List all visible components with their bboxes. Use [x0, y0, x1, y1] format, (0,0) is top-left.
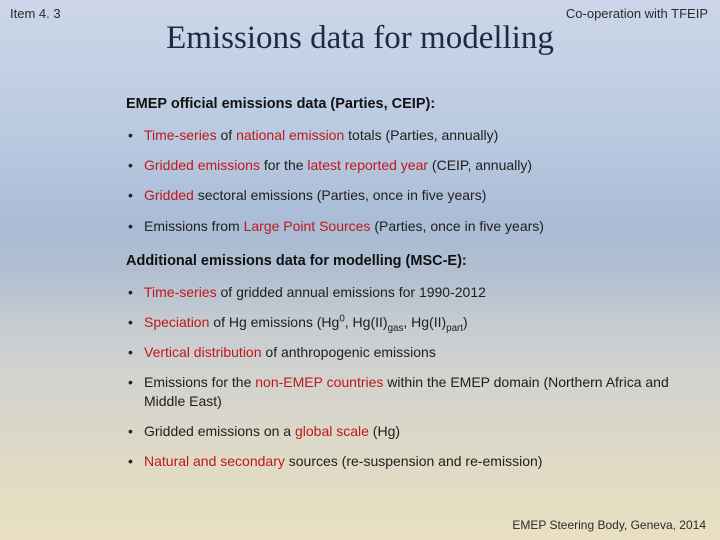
header-right: Co-operation with TFEIP: [566, 6, 708, 21]
bullet-item: Emissions from Large Point Sources (Part…: [126, 217, 700, 235]
header-left: Item 4. 3: [10, 6, 61, 21]
bullet-list: Time-series of national emission totals …: [126, 126, 700, 235]
footer-text: EMEP Steering Body, Geneva, 2014: [512, 518, 706, 532]
bullet-list: Time-series of gridded annual emissions …: [126, 283, 700, 470]
bullet-item: Gridded emissions for the latest reporte…: [126, 156, 700, 174]
section-heading: EMEP official emissions data (Parties, C…: [126, 96, 700, 112]
bullet-item: Time-series of gridded annual emissions …: [126, 283, 700, 301]
slide-title: Emissions data for modelling: [0, 20, 720, 57]
section-heading: Additional emissions data for modelling …: [126, 253, 700, 269]
bullet-item: Time-series of national emission totals …: [126, 126, 700, 144]
content-area: EMEP official emissions data (Parties, C…: [126, 96, 700, 488]
bullet-item: Natural and secondary sources (re-suspen…: [126, 452, 700, 470]
bullet-item: Emissions for the non-EMEP countries wit…: [126, 373, 700, 409]
bullet-item: Gridded emissions on a global scale (Hg): [126, 422, 700, 440]
bullet-item: Vertical distribution of anthropogenic e…: [126, 343, 700, 361]
bullet-item: Gridded sectoral emissions (Parties, onc…: [126, 186, 700, 204]
bullet-item: Speciation of Hg emissions (Hg0, Hg(II)g…: [126, 313, 700, 331]
